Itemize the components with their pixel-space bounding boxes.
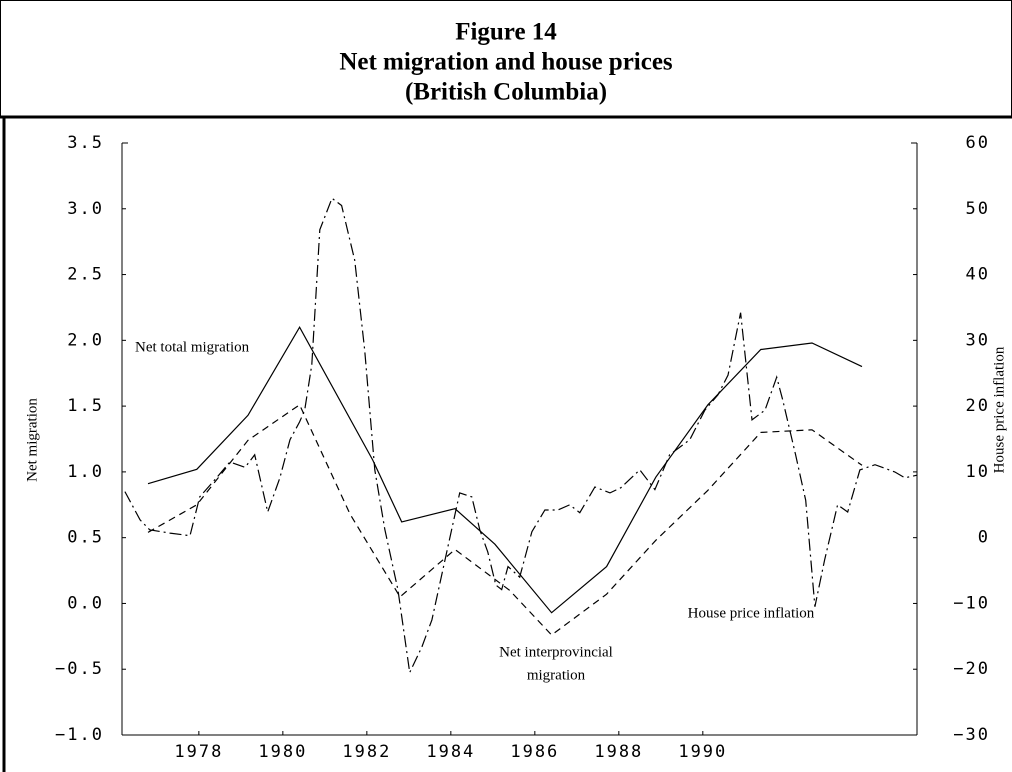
- annotation: Net total migration: [135, 339, 250, 355]
- line-series: [147, 403, 863, 636]
- y-tick-label: 0.0: [67, 593, 104, 613]
- x-tick-label: 1978: [174, 742, 223, 762]
- y2-tick-label: 0: [978, 528, 990, 548]
- y2-axis-label: House price inflation: [991, 346, 1007, 473]
- x-tick-label: 1988: [594, 742, 643, 762]
- annotation: Net interprovincial: [499, 644, 613, 660]
- y-tick-label: 3.5: [67, 133, 104, 153]
- annotation: House price inflation: [688, 605, 815, 621]
- y2-tick-label: 30: [966, 330, 990, 350]
- y-tick-label: −0.5: [55, 659, 104, 679]
- line-series: [124, 197, 918, 675]
- y-tick-label: 1.0: [67, 462, 104, 482]
- chart-title: Figure 14: [455, 19, 557, 46]
- annotation: migration: [527, 667, 586, 683]
- y-tick-label: 3.0: [67, 199, 104, 219]
- y2-tick-label: 60: [966, 133, 990, 153]
- y-axis-label: Net migration: [24, 398, 40, 482]
- x-tick-label: 1982: [342, 742, 391, 762]
- chart-title: Net migration and house prices: [339, 49, 673, 76]
- y2-tick-label: −10: [953, 593, 990, 613]
- y2-tick-label: 20: [966, 396, 990, 416]
- y-tick-label: −1.0: [55, 725, 104, 745]
- y-tick-label: 1.5: [67, 396, 104, 416]
- y2-tick-label: 40: [966, 265, 990, 285]
- y-tick-label: 2.0: [67, 330, 104, 350]
- x-tick-label: 1980: [258, 742, 307, 762]
- x-tick-label: 1984: [426, 742, 475, 762]
- y-tick-label: 2.5: [67, 265, 104, 285]
- x-tick-label: 1986: [510, 742, 559, 762]
- line-series: [147, 325, 863, 614]
- y2-tick-label: −30: [953, 725, 990, 745]
- y2-tick-label: −20: [953, 659, 990, 679]
- y2-tick-label: 10: [966, 462, 990, 482]
- chart-title: (British Columbia): [405, 79, 607, 106]
- y2-tick-label: 50: [966, 199, 990, 219]
- x-tick-label: 1990: [678, 742, 727, 762]
- y-tick-label: 0.5: [67, 528, 104, 548]
